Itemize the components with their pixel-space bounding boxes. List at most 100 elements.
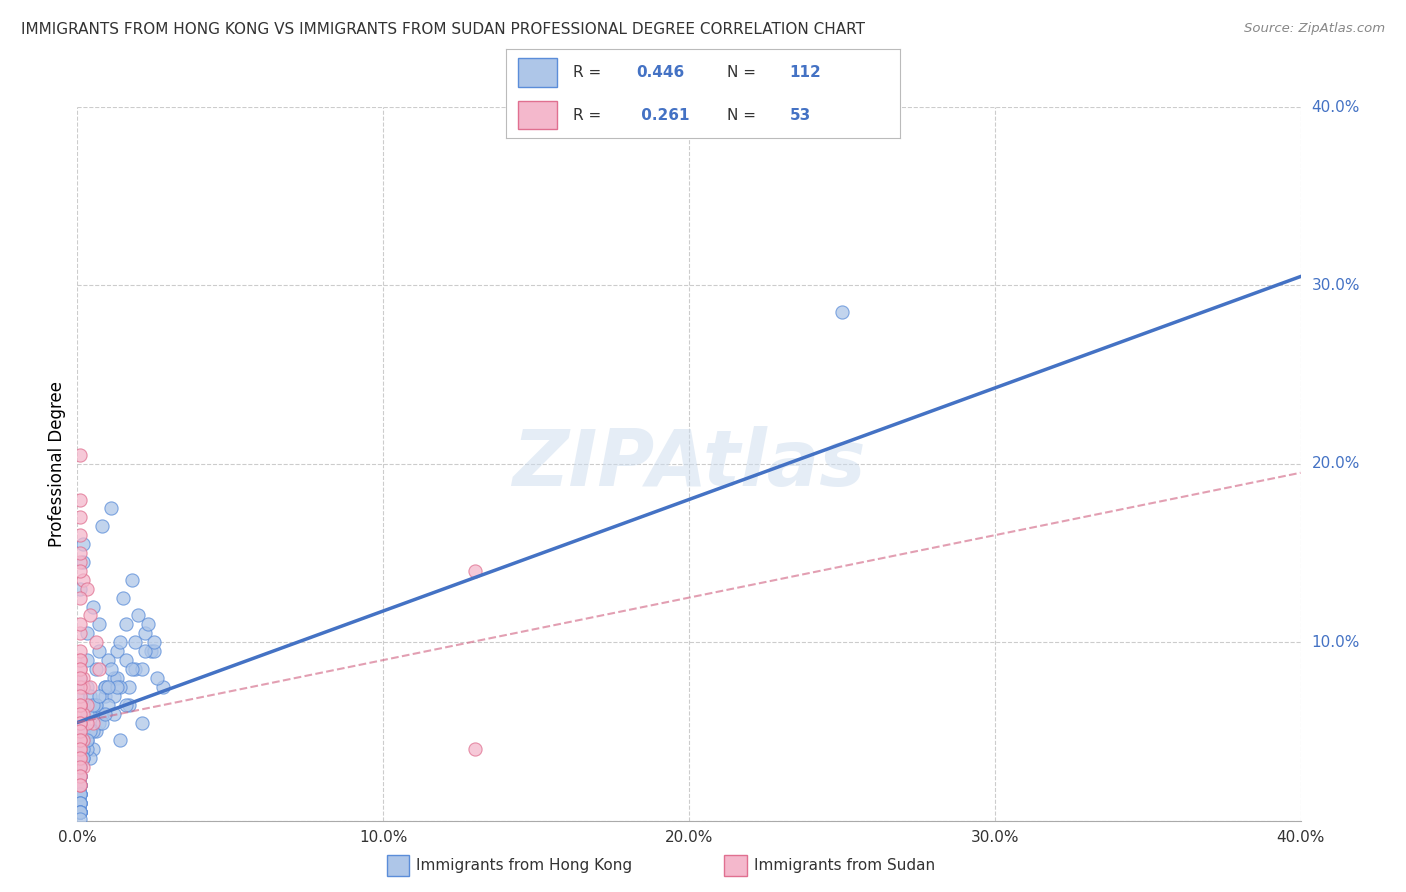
Point (84, 662, 107, 676)
Point (69, 698, 91, 712)
Point (69, 778, 91, 792)
Point (69, 760, 91, 774)
Point (142, 635, 165, 649)
Point (105, 671, 128, 685)
Text: 0.261: 0.261 (636, 108, 689, 122)
Point (124, 662, 146, 676)
Point (72, 573, 94, 587)
Point (76, 582, 98, 596)
Point (76, 698, 98, 712)
Point (69, 689, 91, 703)
Point (69, 796, 91, 810)
Point (94, 689, 117, 703)
Point (69, 769, 91, 783)
Text: Immigrants from Hong Kong: Immigrants from Hong Kong (416, 858, 633, 872)
Point (131, 662, 153, 676)
Point (69, 715, 91, 730)
Point (90, 715, 112, 730)
Text: ZIPAtlas: ZIPAtlas (512, 425, 866, 502)
Point (103, 689, 125, 703)
Point (69, 805, 91, 819)
Point (118, 698, 141, 712)
Point (69, 760, 91, 774)
Point (79, 751, 101, 765)
Point (72, 555, 94, 569)
Point (69, 751, 91, 765)
Point (72, 680, 94, 694)
Point (69, 724, 91, 739)
Point (69, 715, 91, 730)
Point (142, 644, 165, 658)
Point (69, 662, 91, 676)
Point (72, 751, 94, 765)
Text: 0.446: 0.446 (636, 65, 685, 79)
Point (94, 706, 117, 721)
Point (87, 617, 110, 632)
Point (69, 742, 91, 756)
Point (69, 671, 91, 685)
Point (134, 626, 156, 640)
Point (69, 698, 91, 712)
Point (69, 715, 91, 730)
Point (97, 680, 120, 694)
Point (108, 635, 131, 649)
FancyBboxPatch shape (517, 101, 557, 129)
Point (72, 742, 94, 756)
Point (112, 591, 135, 605)
Point (69, 778, 91, 792)
Text: N =: N = (727, 108, 761, 122)
Point (69, 724, 91, 739)
Point (121, 662, 143, 676)
Point (69, 805, 91, 819)
Point (69, 510, 91, 524)
Point (69, 555, 91, 569)
Point (82, 742, 104, 756)
Point (69, 564, 91, 578)
Point (94, 680, 117, 694)
Text: 53: 53 (790, 108, 811, 122)
Point (69, 787, 91, 801)
Point (139, 644, 162, 658)
Point (79, 608, 101, 623)
Text: 40.0%: 40.0% (1312, 100, 1360, 114)
Point (76, 680, 98, 694)
Point (79, 706, 101, 721)
Point (76, 715, 98, 730)
Point (72, 671, 94, 685)
Point (72, 760, 94, 774)
Text: 10.0%: 10.0% (1312, 635, 1360, 649)
Point (69, 778, 91, 792)
Point (69, 742, 91, 756)
Point (84, 724, 107, 739)
Point (69, 787, 91, 801)
Point (72, 537, 94, 551)
Point (134, 644, 156, 658)
Point (76, 742, 98, 756)
Point (69, 751, 91, 765)
Point (87, 662, 110, 676)
Point (69, 805, 91, 819)
Point (69, 742, 91, 756)
Point (90, 706, 112, 721)
Text: Immigrants from Sudan: Immigrants from Sudan (754, 858, 935, 872)
Point (79, 689, 101, 703)
Point (127, 608, 149, 623)
Point (97, 653, 120, 667)
Point (115, 653, 138, 667)
Point (69, 805, 91, 819)
Point (82, 715, 104, 730)
Point (87, 715, 110, 730)
Point (72, 724, 94, 739)
Point (69, 626, 91, 640)
Point (115, 698, 138, 712)
Point (108, 680, 131, 694)
Point (103, 671, 125, 685)
Point (72, 733, 94, 747)
Point (82, 698, 104, 712)
Point (72, 715, 94, 730)
Point (69, 591, 91, 605)
Point (94, 680, 117, 694)
Point (69, 812, 91, 826)
Point (69, 492, 91, 507)
Point (84, 698, 107, 712)
